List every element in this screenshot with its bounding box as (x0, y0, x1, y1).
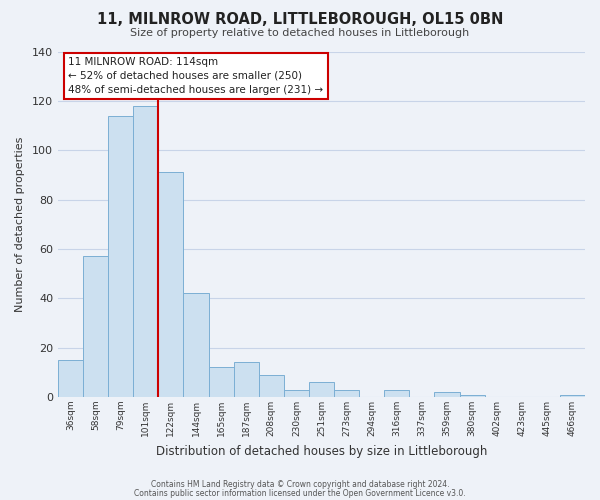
Text: Contains public sector information licensed under the Open Government Licence v3: Contains public sector information licen… (134, 488, 466, 498)
Bar (460, 394, 485, 397)
Bar (334, 390, 359, 397)
Bar (83, 256, 108, 397)
Bar (233, 362, 259, 397)
Bar (384, 390, 409, 397)
Bar (434, 392, 460, 397)
Bar (184, 294, 209, 397)
Bar (209, 368, 233, 397)
Text: 11 MILNROW ROAD: 114sqm
← 52% of detached houses are smaller (250)
48% of semi-d: 11 MILNROW ROAD: 114sqm ← 52% of detache… (68, 56, 323, 94)
X-axis label: Distribution of detached houses by size in Littleborough: Distribution of detached houses by size … (156, 444, 487, 458)
Bar (284, 390, 309, 397)
Bar (560, 394, 585, 397)
Y-axis label: Number of detached properties: Number of detached properties (15, 136, 25, 312)
Bar (309, 382, 334, 397)
Bar (158, 172, 184, 397)
Bar (108, 116, 133, 397)
Bar (58, 360, 83, 397)
Text: 11, MILNROW ROAD, LITTLEBOROUGH, OL15 0BN: 11, MILNROW ROAD, LITTLEBOROUGH, OL15 0B… (97, 12, 503, 28)
Text: Contains HM Land Registry data © Crown copyright and database right 2024.: Contains HM Land Registry data © Crown c… (151, 480, 449, 489)
Text: Size of property relative to detached houses in Littleborough: Size of property relative to detached ho… (130, 28, 470, 38)
Bar (259, 375, 284, 397)
Bar (133, 106, 158, 397)
